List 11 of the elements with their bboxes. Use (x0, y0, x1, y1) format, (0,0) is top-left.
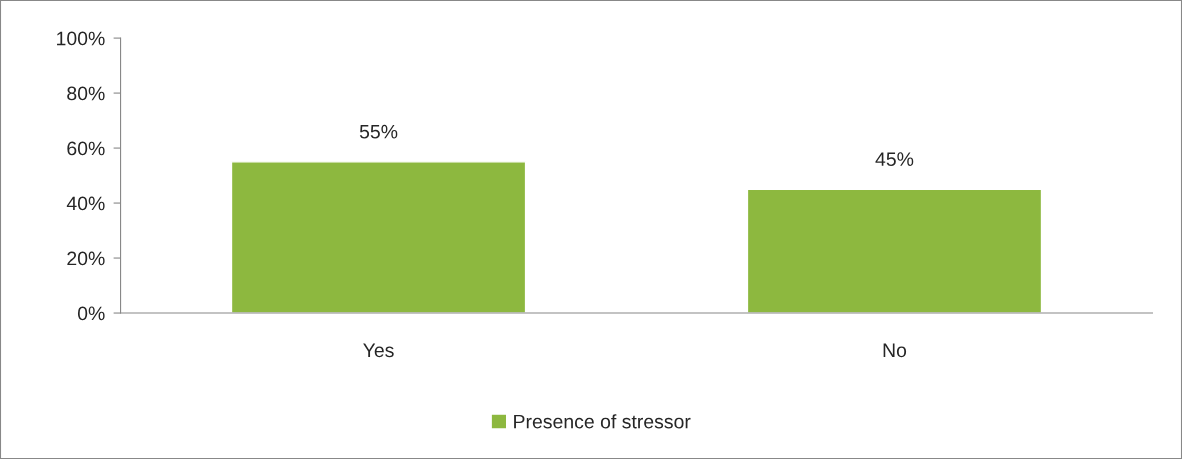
data-label: 55% (359, 124, 398, 139)
y-tick-label: 0% (77, 306, 105, 321)
x-tick-label: No (883, 343, 907, 358)
data-label: 45% (875, 152, 914, 167)
x-tick-label: Yes (363, 343, 394, 358)
y-tick-label: 100% (57, 31, 105, 46)
y-tick-label: 60% (67, 141, 105, 156)
y-tick-label: 80% (67, 86, 105, 101)
legend-label: Presence of stressor (514, 414, 691, 429)
y-tick-label: 20% (67, 251, 105, 266)
y-tick-label: 40% (66, 196, 105, 211)
